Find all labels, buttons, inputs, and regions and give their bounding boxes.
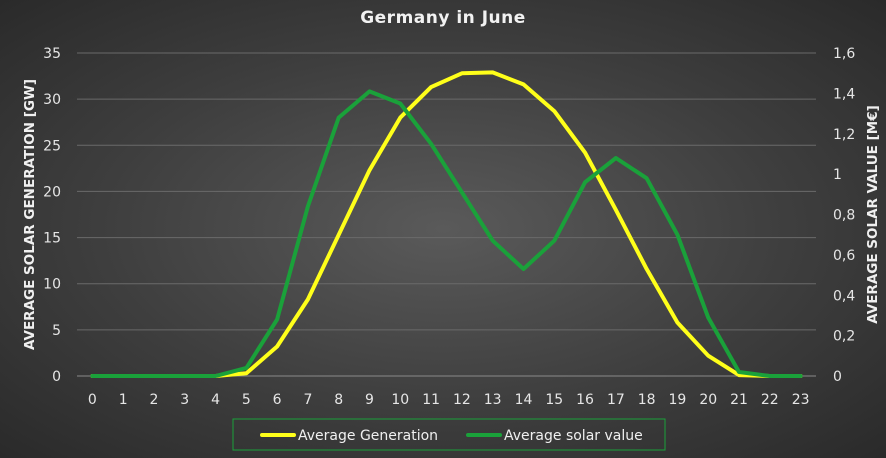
x-tick-label: 7 <box>303 392 312 408</box>
y-right-tick-label: 1,2 <box>833 127 855 143</box>
y-left-tick-label: 10 <box>43 277 61 293</box>
x-tick-label: 5 <box>242 392 251 408</box>
y-right-tick-label: 0,6 <box>833 248 855 264</box>
legend-label-1: Average Generation <box>298 428 438 444</box>
x-tick-label: 6 <box>273 392 282 408</box>
x-tick-label: 13 <box>484 392 502 408</box>
legend-box <box>232 418 666 451</box>
y-right-tick-label: 1,6 <box>833 46 855 62</box>
y-right-tick-label: 0,2 <box>833 329 855 345</box>
x-tick-label: 4 <box>211 392 220 408</box>
chart-title: Germany in June <box>360 8 526 28</box>
y-left-tick-label: 0 <box>52 369 61 385</box>
x-tick-label: 14 <box>515 392 533 408</box>
x-tick-label: 10 <box>391 392 409 408</box>
y-left-tick-label: 25 <box>43 138 61 154</box>
x-tick-label: 12 <box>453 392 471 408</box>
y-right-tick-label: 0,8 <box>833 208 855 224</box>
x-tick-label: 8 <box>334 392 343 408</box>
x-tick-label: 16 <box>576 392 594 408</box>
legend-label-2: Average solar value <box>504 428 643 444</box>
series-line-2 <box>90 89 803 378</box>
y-left-tick-label: 30 <box>43 92 61 108</box>
x-tick-label: 22 <box>761 392 779 408</box>
x-tick-label: 3 <box>180 392 189 408</box>
x-tick-label: 23 <box>792 392 810 408</box>
x-tick-label: 0 <box>88 392 97 408</box>
x-tick-label: 15 <box>545 392 563 408</box>
y-left-tick-label: 20 <box>43 184 61 200</box>
x-tick-label: 17 <box>607 392 625 408</box>
x-tick-label: 20 <box>699 392 717 408</box>
y-right-tick-label: 0 <box>833 369 842 385</box>
x-tick-label: 1 <box>119 392 128 408</box>
y-right-tick-label: 1 <box>833 167 842 183</box>
y-right-tick-label: 0,4 <box>833 288 855 304</box>
y-left-axis-title: AVERAGE SOLAR GENERATION [GW] <box>22 79 38 350</box>
x-tick-label: 19 <box>669 392 687 408</box>
y-right-axis-title: AVERAGE SOLAR VALUE [M€] <box>865 105 881 324</box>
x-tick-label: 21 <box>730 392 748 408</box>
y-left-tick-label: 35 <box>43 46 61 62</box>
x-tick-label: 18 <box>638 392 656 408</box>
y-right-tick-label: 1,4 <box>833 86 855 102</box>
x-tick-label: 11 <box>422 392 440 408</box>
x-tick-label: 2 <box>150 392 159 408</box>
y-left-tick-label: 5 <box>52 323 61 339</box>
series-line-1 <box>90 70 803 378</box>
y-left-tick-label: 15 <box>43 231 61 247</box>
x-tick-label: 9 <box>365 392 374 408</box>
